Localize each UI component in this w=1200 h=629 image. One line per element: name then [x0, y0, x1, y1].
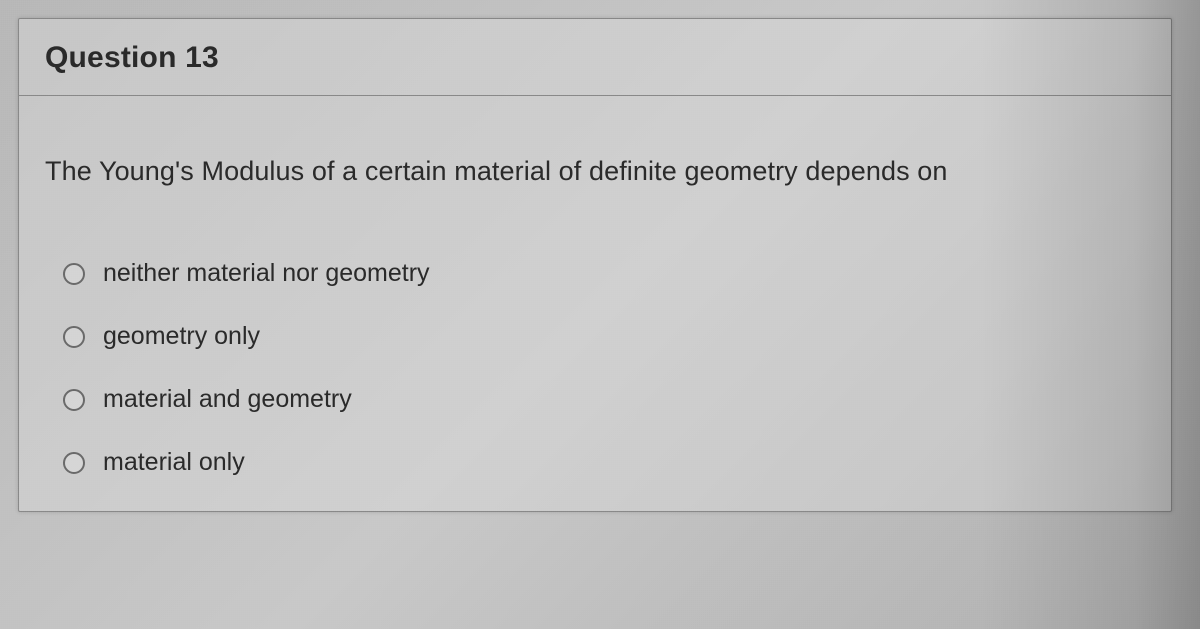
- option-row[interactable]: material and geometry: [63, 385, 1145, 414]
- option-row[interactable]: geometry only: [63, 322, 1145, 351]
- options-list: neither material nor geometry geometry o…: [45, 259, 1145, 501]
- radio-icon[interactable]: [63, 389, 85, 411]
- question-body: The Young's Modulus of a certain materia…: [19, 96, 1171, 511]
- question-card: Question 13 The Young's Modulus of a cer…: [18, 18, 1172, 512]
- option-label: neither material nor geometry: [103, 259, 430, 288]
- option-label: material only: [103, 448, 245, 477]
- option-row[interactable]: material only: [63, 448, 1145, 477]
- option-label: geometry only: [103, 322, 260, 351]
- option-label: material and geometry: [103, 385, 352, 414]
- radio-icon[interactable]: [63, 452, 85, 474]
- question-title: Question 13: [45, 41, 1145, 75]
- radio-icon[interactable]: [63, 326, 85, 348]
- question-header: Question 13: [19, 19, 1171, 96]
- question-prompt: The Young's Modulus of a certain materia…: [45, 156, 1145, 187]
- radio-icon[interactable]: [63, 263, 85, 285]
- option-row[interactable]: neither material nor geometry: [63, 259, 1145, 288]
